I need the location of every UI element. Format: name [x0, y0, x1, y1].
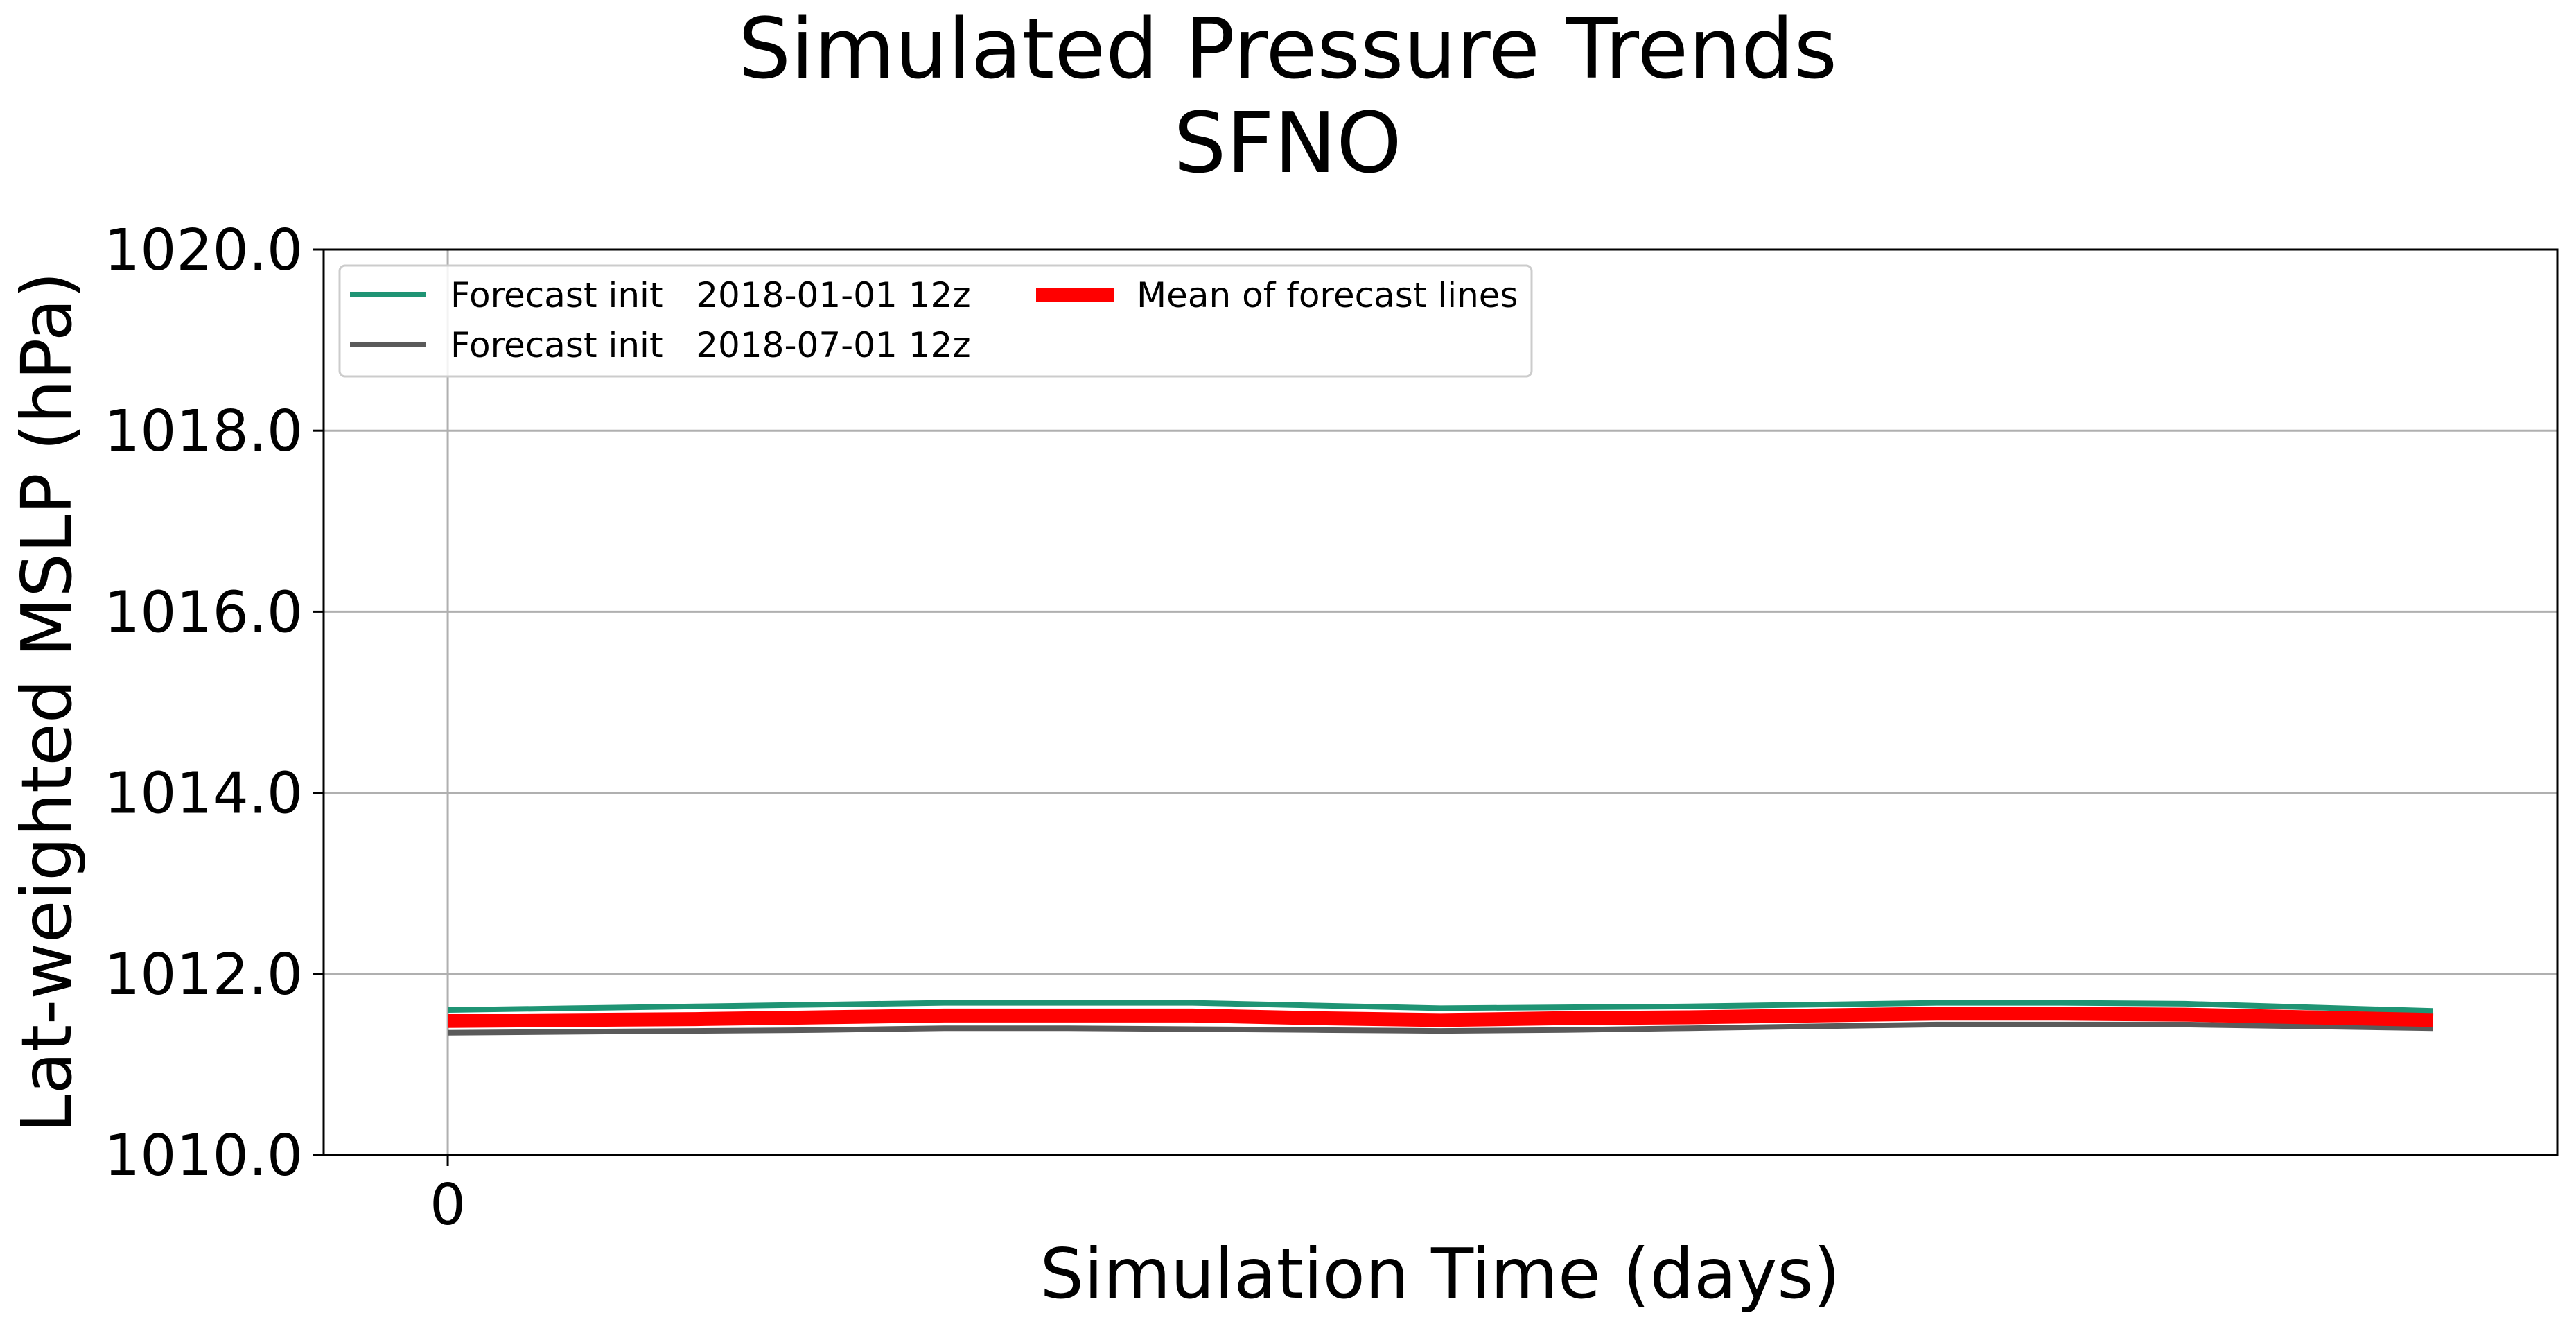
legend-box — [338, 264, 1533, 378]
y-tick-label: 1018.0 — [104, 399, 303, 464]
y-tick-label: 1016.0 — [104, 580, 303, 645]
y-tick-label: 1012.0 — [104, 942, 303, 1008]
y-axis-label: Lat-weighted MSLP (hPa) — [6, 272, 87, 1133]
y-tick-label: 1010.0 — [104, 1123, 303, 1189]
legend: Forecast init 2018-01-01 12z Forecast in… — [338, 264, 1533, 378]
chart-title: Simulated Pressure Trends — [738, 1, 1837, 98]
legend-label-series-1: Forecast init 2018-01-01 12z — [450, 275, 971, 315]
x-tick-label: 0 — [430, 1172, 466, 1238]
legend-label-series-2: Forecast init 2018-07-01 12z — [450, 325, 971, 365]
y-tick-label: 1020.0 — [104, 218, 303, 284]
plot-area-frame — [322, 248, 2559, 1156]
y-axis-ticks: 1010.0 1012.0 1014.0 1016.0 1018.0 1020.0 — [104, 218, 324, 1189]
chart-subtitle: SFNO — [1173, 96, 1401, 192]
x-axis-label: Simulation Time (days) — [1040, 1233, 1840, 1314]
y-tick-label: 1014.0 — [104, 761, 303, 827]
series-line-forecast-2018-07-01 — [448, 1021, 2433, 1036]
series-lines — [448, 1000, 2434, 1036]
x-axis-ticks: 0 — [430, 1155, 466, 1238]
series-line-mean — [448, 1007, 2434, 1028]
series-line-forecast-2018-01-01 — [448, 1000, 2434, 1014]
legend-label-series-3: Mean of forecast lines — [1137, 275, 1518, 315]
